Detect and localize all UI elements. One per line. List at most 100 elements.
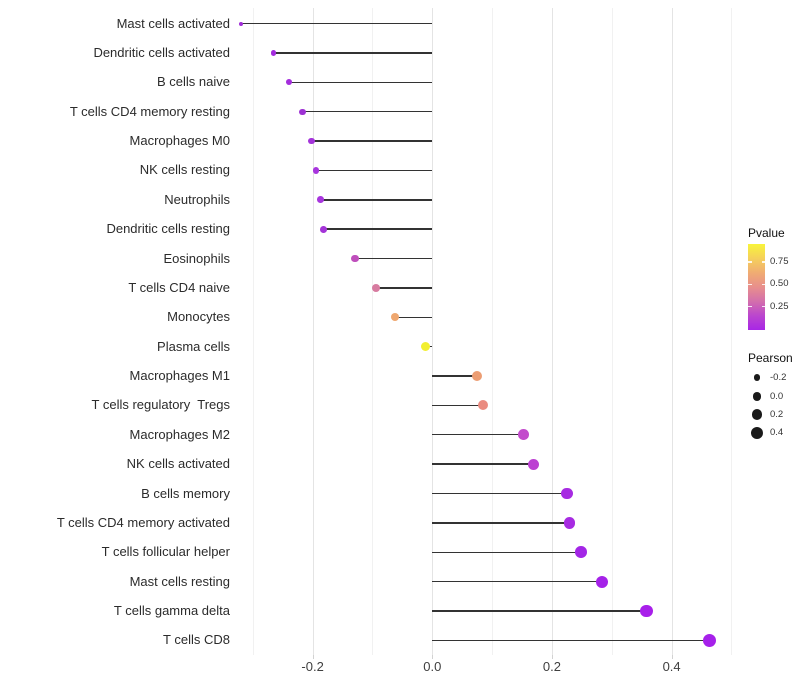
colorbar-tick-label: 0.75	[770, 256, 789, 268]
lollipop-segment	[432, 434, 524, 436]
lollipop-segment	[432, 404, 484, 407]
y-axis-label: Mast cells activated	[116, 15, 230, 31]
y-axis-label: Mast cells resting	[129, 573, 230, 589]
lollipop-dot	[420, 342, 430, 352]
size-legend-label: 0.0	[770, 390, 784, 402]
lollipop-dot	[351, 254, 359, 263]
y-axis-label: T cells CD8	[163, 632, 230, 648]
lollipop-dot	[472, 371, 483, 382]
size-legend-label: -0.2	[770, 371, 787, 383]
lollipop-dot	[320, 225, 327, 233]
colorbar-tick-label: 0.25	[770, 300, 789, 312]
lollipop-segment	[432, 375, 478, 377]
y-axis-label: T cells CD4 memory activated	[56, 514, 230, 530]
gridline	[671, 8, 673, 655]
lollipop-dot	[285, 79, 292, 86]
colorbar-tick	[761, 283, 765, 286]
pearson-legend-title: Pearson	[748, 351, 793, 365]
lollipop-segment	[376, 287, 433, 289]
x-tick-mark	[432, 655, 434, 659]
lollipop-dot	[478, 400, 489, 411]
y-axis-label: T cells follicular helper	[101, 544, 230, 560]
y-axis-label: T cells CD4 memory resting	[69, 103, 230, 119]
lollipop-dot	[575, 546, 588, 559]
x-tick-mark	[671, 655, 673, 659]
x-tick-label: 0.2	[542, 659, 561, 674]
lollipop-dot	[238, 21, 243, 26]
colorbar-tick	[761, 261, 765, 263]
lollipop-segment	[288, 81, 433, 84]
x-tick-mark	[312, 655, 314, 659]
y-axis-label: Neutrophils	[164, 191, 230, 207]
x-tick-label: 0.0	[423, 659, 442, 674]
lollipop-segment	[320, 199, 433, 201]
y-axis-label: Macrophages M2	[129, 426, 230, 442]
lollipop-dot	[563, 517, 576, 529]
size-legend-label: 0.4	[770, 426, 784, 438]
y-axis-label: Monocytes	[167, 309, 230, 325]
y-axis-label: NK cells resting	[139, 162, 230, 178]
pvalue-colorbar-gradient	[748, 244, 765, 330]
lollipop-dot	[517, 429, 529, 441]
lollipop-dot	[640, 604, 653, 618]
size-legend-dot	[752, 392, 762, 401]
gridline	[492, 8, 494, 655]
colorbar-tick	[748, 283, 752, 286]
colorbar-tick	[761, 306, 765, 308]
lollipop-segment	[395, 316, 433, 318]
colorbar-tick	[748, 261, 752, 263]
lollipop-dot	[527, 458, 539, 470]
lollipop-segment	[302, 111, 433, 113]
pvalue-legend-title: Pvalue	[748, 226, 785, 240]
gridline	[372, 8, 374, 655]
lollipop-dot	[702, 633, 717, 648]
lollipop-segment	[432, 610, 647, 612]
gridline	[551, 8, 553, 655]
y-axis-label: Macrophages M0	[129, 133, 230, 149]
lollipop-segment	[432, 463, 534, 465]
y-axis-label: Plasma cells	[157, 338, 230, 354]
lollipop-dot	[372, 283, 381, 292]
y-axis-label: Dendritic cells resting	[106, 221, 230, 237]
y-axis-label: T cells gamma delta	[113, 603, 230, 618]
lollipop-dot	[391, 313, 400, 322]
y-axis-label: T cells CD4 naive	[128, 279, 230, 295]
gridline	[432, 8, 434, 655]
y-axis-label: Dendritic cells activated	[93, 44, 230, 60]
x-tick-label: -0.2	[301, 659, 324, 674]
size-legend-label: 0.2	[770, 408, 784, 420]
colorbar-tick	[748, 306, 752, 308]
y-axis-label: T cells regulatory Tregs	[91, 397, 230, 413]
colorbar-tick-label: 0.50	[770, 278, 789, 290]
lollipop-segment	[355, 257, 433, 260]
lollipop-dot	[595, 575, 608, 588]
size-legend-dot	[751, 409, 763, 420]
lollipop-dot	[317, 196, 324, 204]
lollipop-segment	[273, 52, 433, 54]
gridline	[252, 8, 254, 655]
y-axis-label: B cells memory	[141, 485, 230, 501]
lollipop-segment	[323, 228, 433, 230]
gridline	[731, 8, 733, 655]
lollipop-segment	[432, 492, 567, 495]
size-legend-dot	[751, 426, 763, 439]
lollipop-segment	[432, 639, 710, 642]
lollipop-dot	[308, 137, 315, 145]
gridline	[611, 8, 613, 655]
y-axis-label: B cells naive	[157, 74, 230, 90]
lollipop-segment	[432, 522, 570, 524]
lollipop-dot	[271, 50, 277, 56]
lollipop-dot	[561, 487, 573, 500]
size-legend-dot	[753, 374, 761, 381]
lollipop-segment	[432, 580, 602, 583]
lollipop-segment	[432, 551, 582, 553]
lollipop-segment	[240, 22, 433, 25]
y-axis-label: Eosinophils	[163, 250, 231, 266]
lollipop-segment	[311, 140, 433, 142]
y-axis-label: Macrophages M1	[129, 368, 230, 384]
y-axis-label: NK cells activated	[126, 456, 230, 472]
x-tick-mark	[551, 655, 553, 659]
lollipop-dot	[312, 167, 320, 174]
gridline	[312, 8, 314, 655]
